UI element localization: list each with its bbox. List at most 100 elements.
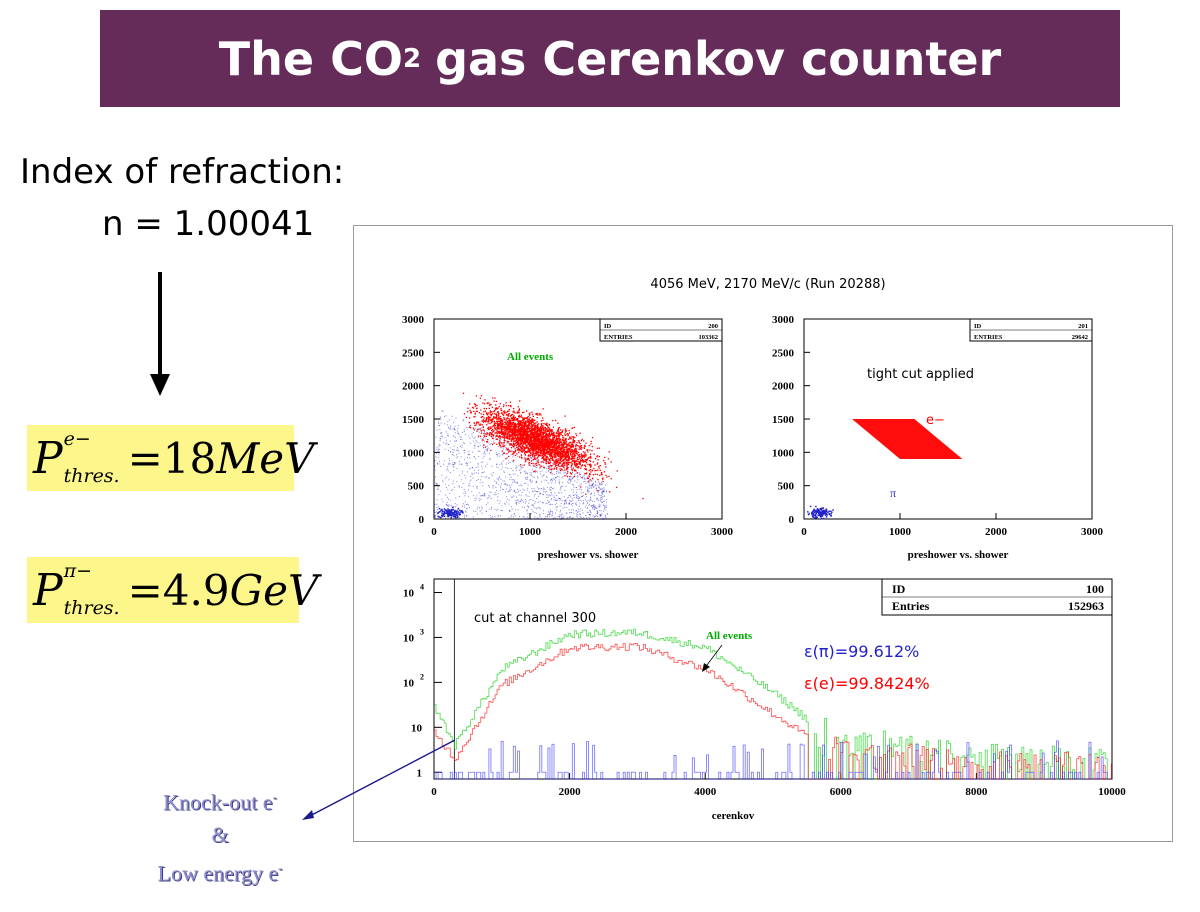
scatter-point — [508, 484, 510, 486]
scatter-point — [576, 472, 579, 474]
scatter-point — [522, 449, 524, 451]
scatter-point — [444, 512, 447, 515]
scatter-point — [449, 512, 451, 515]
scatter-point — [443, 511, 445, 513]
scatter-point — [454, 514, 456, 517]
scatter-point — [541, 436, 543, 438]
scatter-point — [549, 510, 551, 512]
scatter-point — [530, 482, 532, 484]
scatter-point — [576, 475, 578, 477]
scatter-point — [546, 496, 548, 498]
scatter-point — [561, 469, 563, 471]
scatter-point — [564, 431, 567, 433]
scatter-point — [503, 427, 505, 429]
scatter-point — [562, 466, 564, 468]
scatter-point — [541, 439, 543, 441]
scatter-point — [575, 465, 577, 468]
scatter-point — [485, 433, 487, 435]
scatter-point — [537, 453, 539, 456]
scatter-point — [532, 490, 534, 492]
scatter-point — [516, 412, 518, 414]
scatter-point — [564, 457, 567, 459]
scatter-point — [543, 427, 545, 429]
scatter-point — [541, 442, 543, 444]
scatter-point — [558, 472, 560, 474]
scatter-point — [552, 451, 554, 453]
scatter-point — [488, 407, 490, 410]
scatter-point — [497, 496, 499, 498]
scatter-point — [528, 443, 530, 445]
scatter-point — [523, 452, 526, 454]
scatter-point — [483, 453, 485, 455]
scatter-point — [575, 465, 577, 467]
scatter-point — [577, 511, 579, 513]
scatter-point — [557, 499, 559, 501]
scatter-point — [562, 470, 564, 472]
scatter-point — [522, 443, 525, 445]
scatter-point — [466, 514, 468, 516]
formula-sub: thres. — [63, 597, 120, 619]
scatter-point — [601, 473, 603, 476]
scatter-point — [547, 511, 549, 513]
scatter-point — [550, 444, 552, 447]
scatter-point — [507, 422, 510, 424]
scatter-point — [580, 454, 583, 456]
scatter-point — [444, 437, 446, 439]
scatter-point — [560, 514, 562, 516]
scatter-point — [807, 513, 810, 516]
scatter-point — [561, 500, 563, 502]
scatter-point — [474, 424, 476, 427]
scatter-point — [563, 451, 565, 454]
scatter-point — [480, 506, 482, 508]
scatter-point — [533, 476, 535, 478]
scatter-point — [514, 442, 516, 445]
scatter-point — [545, 461, 547, 463]
scatter-point — [548, 441, 550, 443]
scatter-point — [468, 495, 470, 497]
scatter-point — [582, 459, 584, 462]
scatter-point — [550, 487, 552, 489]
scatter-point — [504, 502, 506, 504]
scatter-point — [816, 516, 819, 519]
scatter-point — [534, 516, 536, 518]
scatter-point — [554, 435, 556, 437]
scatter-point — [457, 427, 459, 429]
scatter-point — [525, 435, 527, 437]
scatter-point — [556, 431, 558, 434]
scatter-point — [585, 478, 587, 480]
scatter-point — [820, 517, 823, 520]
scatter-point — [458, 486, 460, 488]
scatter-point — [534, 444, 537, 447]
scatter-point — [451, 464, 453, 466]
scatter-point — [566, 517, 568, 519]
scatter-point — [548, 445, 550, 447]
scatter-point — [556, 509, 558, 511]
scatter-point — [482, 413, 485, 416]
scatter-point — [533, 465, 535, 467]
scatter-point — [517, 428, 520, 430]
scatter-point — [539, 412, 541, 415]
scatter-point — [540, 434, 542, 436]
scatter-point — [534, 511, 536, 513]
scatter-point — [555, 500, 557, 502]
scatter-point — [536, 480, 538, 482]
scatter-point — [578, 498, 580, 500]
scatter-point — [535, 431, 538, 434]
scatter-point — [538, 446, 540, 449]
scatter-point — [601, 483, 603, 485]
scatter-point — [541, 475, 543, 477]
scatter-point — [556, 453, 558, 455]
scatter-point — [555, 459, 557, 461]
scatter-point — [505, 436, 507, 438]
scatter-point — [452, 465, 454, 467]
scatter-point — [550, 451, 553, 454]
scatter-point — [513, 479, 515, 481]
scatter-point — [467, 407, 469, 409]
scatter-point — [491, 418, 493, 421]
scatter-point — [530, 425, 532, 427]
scatter-point — [559, 462, 562, 464]
scatter-point — [564, 439, 566, 441]
formula-unit: GeV — [229, 565, 319, 615]
scatter-point — [541, 462, 543, 464]
scatter-point — [544, 517, 546, 519]
